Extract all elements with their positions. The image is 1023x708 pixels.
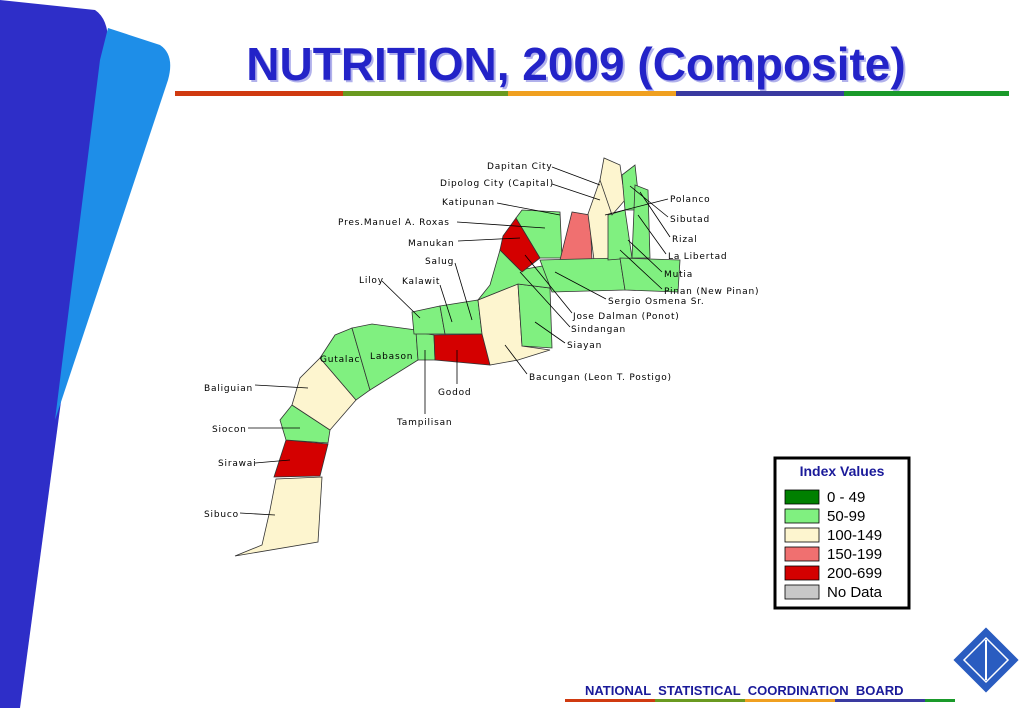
legend-label: 200-699 [827,565,882,582]
legend-label: 100-149 [827,527,882,544]
rule [745,699,835,702]
legend-swatch [784,584,820,600]
leader-line [629,185,669,218]
leader-line [439,284,453,323]
place-label: Bacungan (Leon T. Postigo) [529,373,672,383]
leader-line [239,512,276,516]
leader-line [454,262,473,321]
rule [925,699,955,702]
leader-line [496,202,561,216]
rule [175,91,343,96]
side-band-dark [0,0,109,708]
place-label: Baliguian [204,384,253,394]
leader-line [534,321,566,344]
region [559,211,593,261]
legend: Index Values 0 - 49 50-99 100-149 150-199 20… [773,456,911,610]
region [415,331,436,361]
legend-label: 0 - 49 [827,489,865,506]
legend-swatch [784,565,820,581]
leader-line [381,280,421,319]
region [433,333,491,366]
place-label: Siayan [567,341,602,351]
title-shadow: NUTRITION, 2009 (Composite) [248,40,907,92]
leader-line [619,249,663,290]
rule [844,91,1009,96]
legend-label: 50-99 [827,508,865,525]
footer-text: NATIONAL STATISTICAL COORDINATION BOARD [585,683,904,698]
place-label: Mutia [664,270,693,280]
legend-label: No Data [827,584,883,601]
region [515,209,563,259]
leaders [239,166,671,516]
region [499,217,541,273]
region [234,476,323,557]
place-labels: Dapitan City Dipolog City (Capital) Kati… [204,162,759,520]
place-label: Gutalac [320,355,360,365]
rule [565,699,655,702]
region [607,209,633,261]
region [411,305,446,335]
leader-line [639,191,671,238]
place-label: Manukan [408,239,455,249]
place-label: Dapitan City [487,162,553,172]
region [631,184,651,259]
place-label: Pres.Manuel A. Roxas [338,218,450,228]
map [234,157,681,557]
place-label: Sibuco [204,510,239,520]
place-label: Godod [438,388,471,398]
place-label: Siocon [212,425,247,435]
legend-label: 150-199 [827,546,882,563]
legend-swatch [784,527,820,543]
rule [655,699,745,702]
logo [950,624,1022,696]
place-label: Sibutad [670,215,710,225]
leader-line [604,198,669,216]
title: NUTRITION, 2009 (Composite) [246,38,905,90]
leader-line [551,183,601,201]
leader-line [519,271,571,328]
place-label: Jose Dalman (Ponot) [572,312,680,322]
place-label: Sergio Osmena Sr. [608,297,705,307]
legend-swatch [784,489,820,505]
place-label: Liloy [359,276,384,286]
logo-inner [962,636,1010,684]
leader-line [637,214,667,255]
region [273,439,329,478]
place-label: Labason [370,352,413,362]
place-label: Rizal [672,235,698,245]
region [619,257,681,293]
rule [343,91,508,96]
leader-line [457,237,521,242]
leader-line [627,239,663,273]
place-label: Sindangan [571,325,626,335]
region [517,283,553,349]
rule [676,91,844,96]
legend-title: Index Values [800,463,885,479]
rule [508,91,676,96]
place-label: Dipolog City (Capital) [440,179,554,189]
leader-line [254,459,291,464]
leader-line [551,166,601,186]
place-label: Katipunan [442,198,495,208]
place-label: Salug [425,257,454,267]
place-label: Polanco [670,195,710,205]
rule [835,699,925,702]
legend-swatch [784,546,820,562]
place-label: Kalawit [402,277,440,287]
leader-line [524,254,573,314]
place-label: Pinan (New Pinan) [664,287,759,297]
leader-line [254,384,309,389]
side-band-light [55,28,171,420]
place-label: La Libertad [668,252,727,262]
place-label: Tampilisan [396,418,452,428]
leader-line [456,221,546,229]
leader-line [504,344,528,375]
leader-line [554,271,607,300]
legend-swatch [784,508,820,524]
place-label: Sirawai [218,459,256,469]
